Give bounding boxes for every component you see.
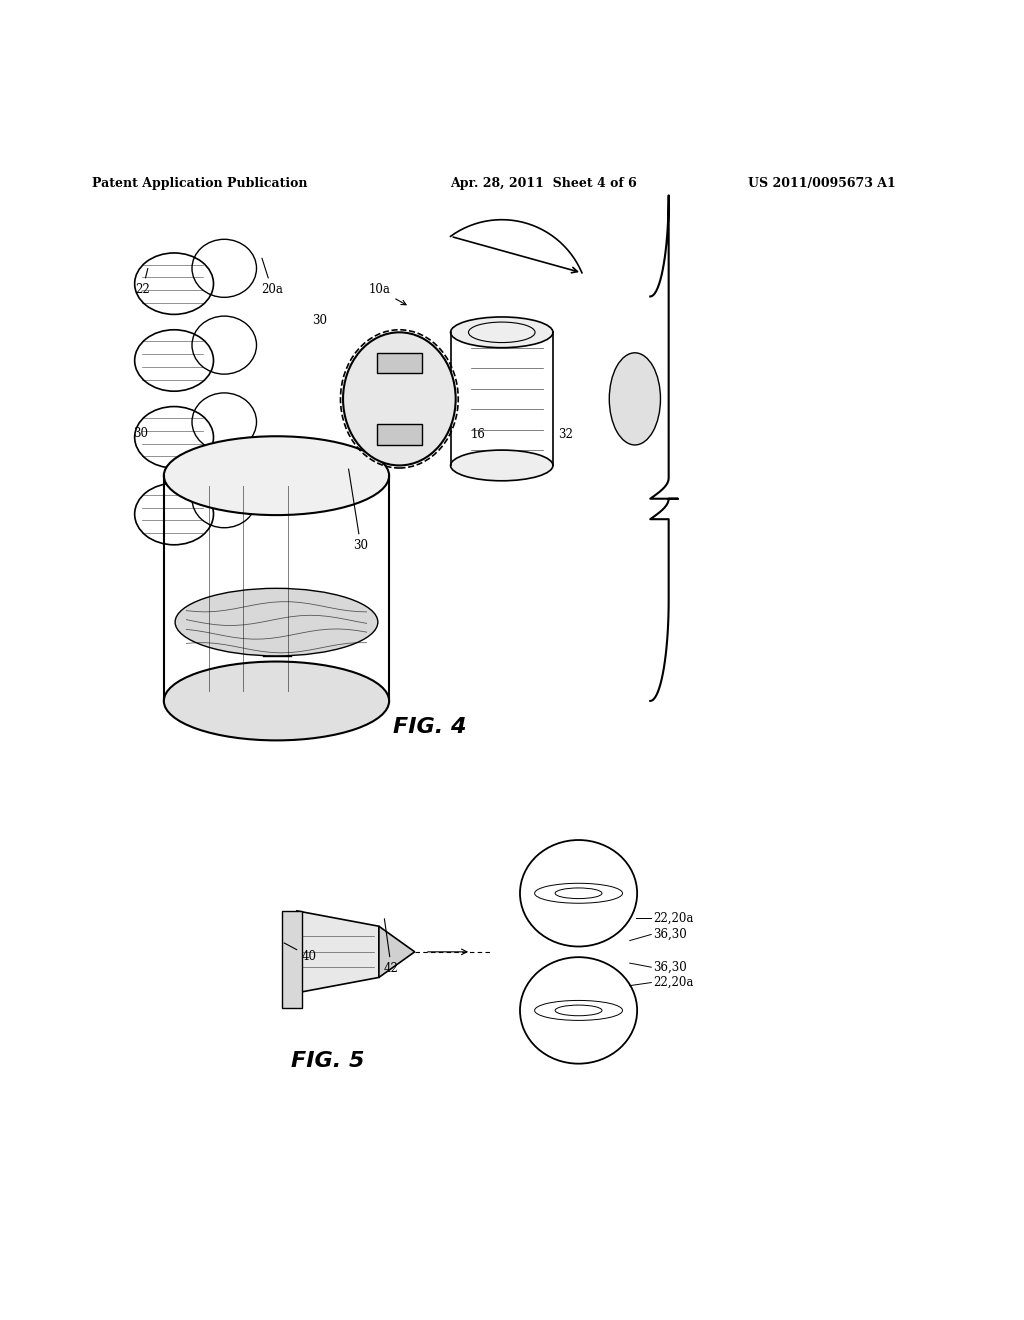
Text: 42: 42 xyxy=(384,919,399,975)
Bar xyxy=(377,425,422,445)
Text: 36,30: 36,30 xyxy=(653,928,687,941)
Text: 22,20a: 22,20a xyxy=(653,912,693,924)
Text: US 2011/0095673 A1: US 2011/0095673 A1 xyxy=(748,177,895,190)
Text: 30: 30 xyxy=(312,314,328,327)
Text: 36,30: 36,30 xyxy=(653,961,687,974)
Ellipse shape xyxy=(343,333,456,466)
Ellipse shape xyxy=(164,436,389,515)
Text: 10a: 10a xyxy=(369,284,407,305)
Ellipse shape xyxy=(451,450,553,480)
Text: 30: 30 xyxy=(348,469,369,552)
Text: 32: 32 xyxy=(558,428,573,441)
Text: FIG. 4: FIG. 4 xyxy=(393,717,467,737)
Text: 40: 40 xyxy=(284,942,317,964)
Text: 22: 22 xyxy=(135,268,150,297)
Text: 18: 18 xyxy=(420,428,434,441)
Text: FIG. 5: FIG. 5 xyxy=(291,1052,365,1072)
Bar xyxy=(377,352,422,374)
Polygon shape xyxy=(297,911,379,993)
FancyBboxPatch shape xyxy=(396,370,438,428)
Ellipse shape xyxy=(164,661,389,741)
Text: 34: 34 xyxy=(263,642,280,655)
Text: 20a: 20a xyxy=(261,259,283,297)
Text: 22,20a: 22,20a xyxy=(653,975,693,989)
Text: 16: 16 xyxy=(471,428,486,441)
Ellipse shape xyxy=(175,589,378,656)
Ellipse shape xyxy=(451,317,553,347)
Polygon shape xyxy=(379,927,415,977)
Text: Patent Application Publication: Patent Application Publication xyxy=(92,177,307,190)
Text: Apr. 28, 2011  Sheet 4 of 6: Apr. 28, 2011 Sheet 4 of 6 xyxy=(451,177,637,190)
Polygon shape xyxy=(282,911,302,1008)
Text: 30: 30 xyxy=(133,426,148,440)
Ellipse shape xyxy=(609,352,660,445)
